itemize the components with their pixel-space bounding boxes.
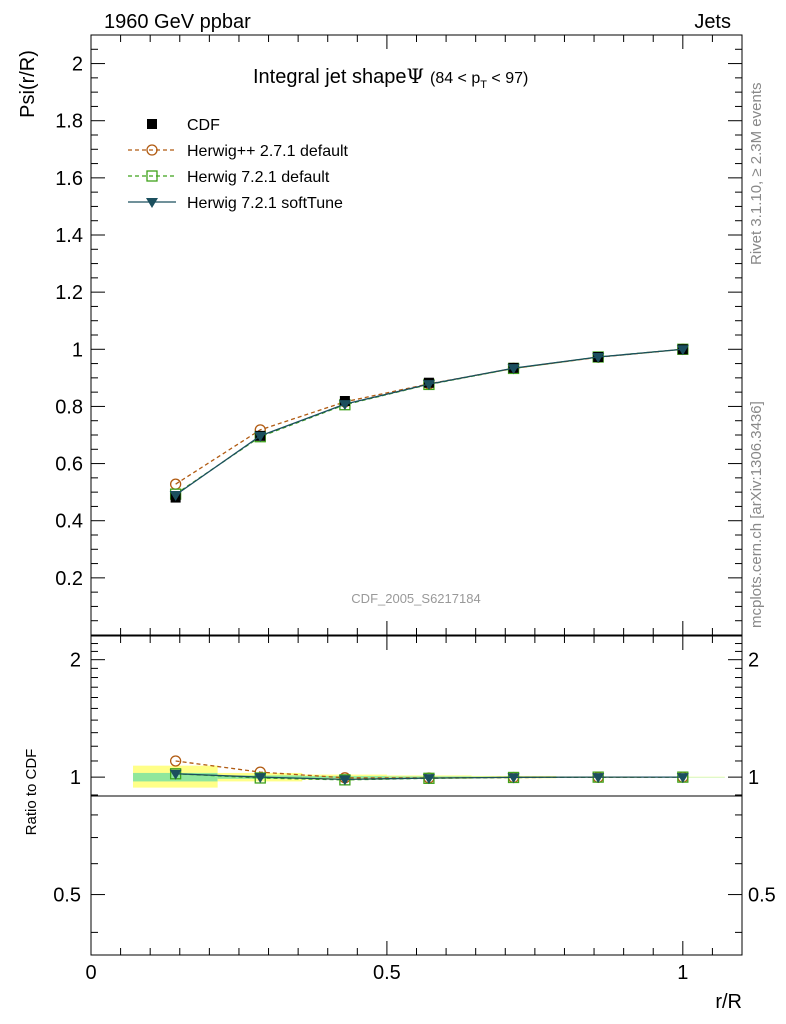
rivet-version-label: Rivet 3.1.10, ≥ 2.3M events xyxy=(748,83,765,266)
main-data-point xyxy=(169,491,182,501)
header-energy: 1960 GeV ppbar xyxy=(104,11,251,33)
legend-item: Herwig 7.2.1 softTune xyxy=(128,195,343,212)
legend: CDF Herwig++ 2.7.1 default Herwig 7.2.1 de… xyxy=(128,117,349,212)
ratio-data-point xyxy=(507,773,520,784)
ratio-data-point xyxy=(422,774,435,785)
title-pt-range-end: < 97) xyxy=(487,70,528,87)
ratio-data-point xyxy=(169,755,182,767)
ratio-data-point xyxy=(254,773,267,784)
legend-label: Herwig++ 2.7.1 default xyxy=(187,143,349,160)
ratio-y-tick-label-right: 2 xyxy=(748,650,759,672)
main-y-tick-label: 0.6 xyxy=(55,454,83,476)
legend-marker-swatch xyxy=(146,198,158,208)
ratio-data-point xyxy=(676,773,689,784)
ratio-data-point xyxy=(338,775,351,786)
main-y-tick-label: 1.2 xyxy=(55,282,83,304)
main-series-layer xyxy=(169,343,689,503)
ratio-y-tick-label: 1 xyxy=(70,767,81,789)
svg-text:Integral jet shapeΨ(84 < pT <: Integral jet shapeΨ (84 < pT < 97) xyxy=(253,64,528,91)
main-series-line xyxy=(175,348,683,485)
main-x-axis xyxy=(90,35,743,635)
ratio-y-tick-label: 0.5 xyxy=(53,885,81,907)
main-plot-panel: 0.2 0.4 0.6 0.8 1 1.2 1.4 1.6 1.8 2 Psi(r/R) Inte… xyxy=(17,34,743,636)
main-plot-title: Integral jet shapeΨ (84 < pT < 97) xyxy=(253,64,528,91)
main-y-tick-label: 2 xyxy=(72,54,83,76)
ratio-y-tick-label: 2 xyxy=(70,650,81,672)
main-y-tick-label: 0.2 xyxy=(55,568,83,590)
ratio-series-layer xyxy=(169,755,689,786)
x-axis-label: r/R xyxy=(715,991,742,1013)
header-process: Jets xyxy=(694,11,731,33)
main-y-tick-label: 1.6 xyxy=(55,168,83,190)
ratio-plot-panel: 0.5 0.51 12 2 0 0.5 1 Ratio to CDF r/R xyxy=(23,635,776,1013)
legend-label: Herwig 7.2.1 default xyxy=(187,169,330,186)
x-tick-label: 1 xyxy=(677,962,688,984)
main-y-tick-label: 1.4 xyxy=(55,225,83,247)
legend-item: Herwig++ 2.7.1 default xyxy=(128,143,349,160)
title-pt-subscript: T xyxy=(480,79,487,91)
main-y-tick-label: 0.8 xyxy=(55,396,83,418)
main-series-line xyxy=(175,348,683,495)
main-data-point xyxy=(676,345,689,356)
mcplots-reference-label: mcplots.cern.ch [arXiv:1306.3436] xyxy=(748,401,765,628)
legend-item: CDF xyxy=(147,117,220,134)
legend-label: Herwig 7.2.1 softTune xyxy=(187,195,343,212)
ratio-y-axis-label: Ratio to CDF xyxy=(23,749,40,836)
ratio-data-point xyxy=(592,773,605,784)
title-text: Integral jet shape xyxy=(253,66,406,88)
ratio-y-tick-label-right: 0.5 xyxy=(748,885,776,907)
legend-marker-swatch xyxy=(147,119,157,129)
title-pt-range: (84 < p xyxy=(430,70,480,87)
main-data-point xyxy=(592,353,605,363)
main-data-point xyxy=(254,431,267,442)
main-data-point xyxy=(338,400,351,411)
x-tick-label: 0.5 xyxy=(373,962,401,984)
legend-marker-swatch xyxy=(146,144,158,156)
main-y-axis: 0.2 0.4 0.6 0.8 1 1.2 1.4 1.6 1.8 2 xyxy=(55,48,742,622)
main-y-tick-label: 1 xyxy=(72,339,83,361)
main-data-point xyxy=(422,380,435,391)
title-psi-symbol: Ψ xyxy=(406,64,424,88)
main-data-point xyxy=(507,364,520,375)
ratio-y-tick-label-right: 1 xyxy=(748,767,759,789)
legend-item: Herwig 7.2.1 default xyxy=(128,169,330,186)
legend-label: CDF xyxy=(187,117,220,134)
main-y-tick-label: 1.8 xyxy=(55,111,83,133)
main-series-line xyxy=(175,348,683,496)
analysis-id-watermark: CDF_2005_S6217184 xyxy=(351,591,480,606)
ratio-data-point xyxy=(169,769,182,780)
x-tick-label: 0 xyxy=(85,962,96,984)
ratio-x-axis: 0 0.5 1 xyxy=(85,636,743,984)
main-y-axis-label: Psi(r/R) xyxy=(17,50,39,118)
legend-marker-swatch xyxy=(146,170,158,182)
main-y-tick-label: 0.4 xyxy=(55,511,83,533)
ratio-y-axis: 0.5 0.5 1 1 2 2 xyxy=(53,643,776,933)
